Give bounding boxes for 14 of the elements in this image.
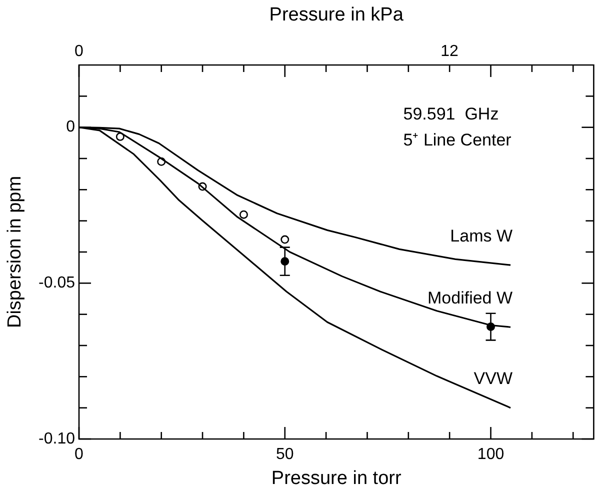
x-tick-label: 50 [276,446,294,464]
annotation: 5⁺ Line Center [403,130,512,150]
x-axis-title: Pressure in torr [271,468,402,489]
y-tick-label: 0 [66,118,76,136]
y-tick-label: -0.10 [38,430,76,448]
x2-axis-title: Pressure in kPa [269,4,404,26]
series-label: VVW [474,369,513,388]
x2-tick-label: 12 [440,42,459,60]
series-label: Lams W [450,226,513,246]
y-axis-title: Dispersion in ppm [4,176,26,328]
annotation: 59.591 GHz [403,104,499,124]
series-label: Modified W [427,288,513,308]
x-tick-label: 100 [477,446,504,464]
y-tick-label: -0.05 [38,274,76,292]
